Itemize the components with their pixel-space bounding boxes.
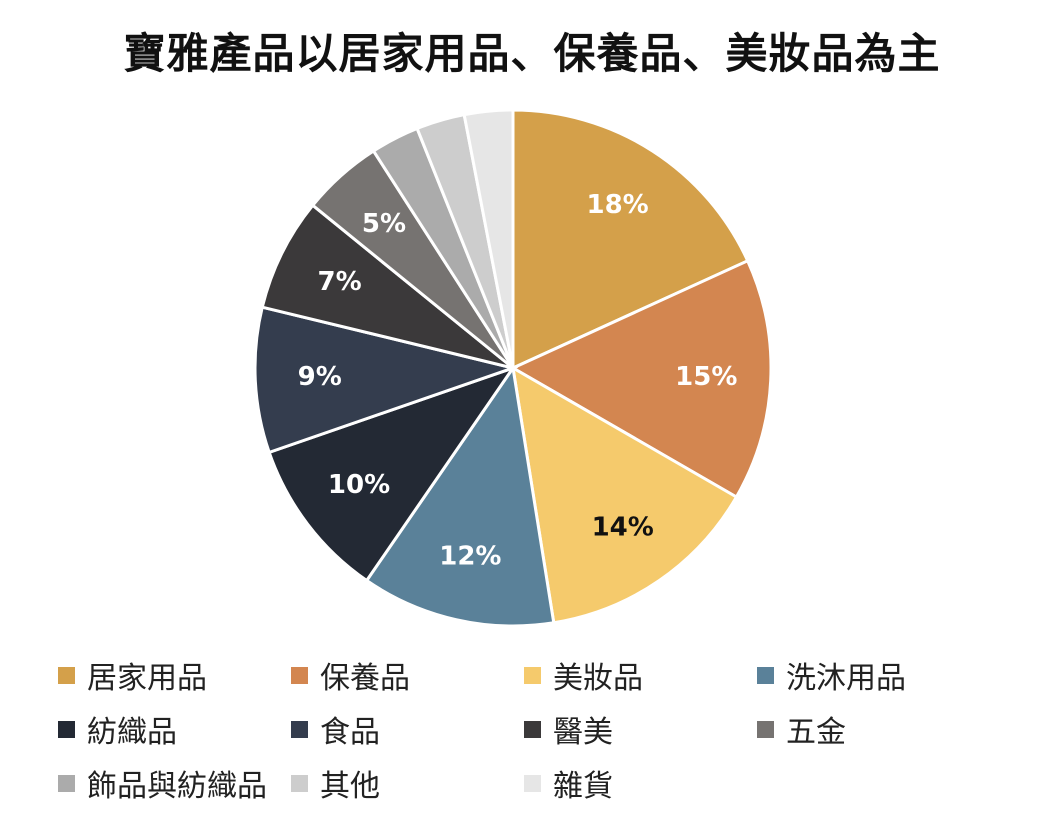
legend-label: 紡織品 xyxy=(87,715,177,750)
legend-item-4: 洗沐用品 xyxy=(757,655,906,696)
pie-slices xyxy=(253,108,773,628)
legend-swatch xyxy=(757,666,774,684)
pie-slice-5 xyxy=(267,365,517,583)
data-label-5: 10% xyxy=(328,470,390,500)
chart-title: 寶雅產品以居家用品、保養品、美妝品為主 xyxy=(123,29,941,78)
legend-label: 食品 xyxy=(320,715,380,750)
legend-label: 雜貨 xyxy=(553,769,613,804)
legend-swatch xyxy=(524,720,541,738)
data-label-3: 14% xyxy=(592,512,654,542)
data-label-8: 5% xyxy=(362,209,406,239)
legend-item-9: 飾品與紡織品 xyxy=(58,763,267,804)
legend-label: 居家用品 xyxy=(87,661,207,696)
pie-slice-2 xyxy=(509,258,773,500)
legend-swatch xyxy=(524,666,541,684)
legend-item-2: 保養品 xyxy=(291,655,410,696)
legend-swatch xyxy=(524,774,541,792)
legend-label: 飾品與紡織品 xyxy=(87,769,267,804)
data-label-4: 12% xyxy=(439,542,501,572)
pie-chart: 18% 15% 14% 12% 10% 9% 7%5% xyxy=(253,108,773,628)
legend-label: 其他 xyxy=(320,769,380,804)
legend-swatch xyxy=(58,720,75,738)
data-label-6: 9% xyxy=(298,362,342,392)
data-label-7: 7% xyxy=(318,267,362,297)
legend-label: 美妝品 xyxy=(553,661,643,696)
legend-item-10: 其他 xyxy=(291,763,380,804)
legend-swatch xyxy=(291,720,308,738)
legend-item-3: 美妝品 xyxy=(524,655,643,696)
legend-item-1: 居家用品 xyxy=(58,655,207,696)
pie-slice-7 xyxy=(260,203,514,370)
legend-item-11: 雜貨 xyxy=(524,763,613,804)
legend-item-5: 紡織品 xyxy=(58,709,177,750)
legend-label: 保養品 xyxy=(320,661,410,696)
data-label-1: 18% xyxy=(586,190,648,220)
legend-swatch xyxy=(291,774,308,792)
legend-label: 五金 xyxy=(786,715,846,750)
pie-slice-1 xyxy=(511,108,750,371)
legend-item-8: 五金 xyxy=(757,709,846,750)
legend-item-6: 食品 xyxy=(291,709,380,750)
pie-slice-4 xyxy=(364,364,556,628)
legend-item-7: 醫美 xyxy=(524,709,613,750)
pie-slice-3 xyxy=(511,365,739,625)
legend-swatch xyxy=(58,774,75,792)
pie-data-labels: 18% 15% 14% 12% 10% 9% 7%5% xyxy=(298,190,738,572)
pie-slice-11 xyxy=(462,108,515,369)
data-label-2: 15% xyxy=(675,362,737,392)
legend-swatch xyxy=(58,666,75,684)
pie-slice-6 xyxy=(253,305,519,455)
legend-label: 洗沐用品 xyxy=(786,661,906,696)
legend-swatch xyxy=(757,720,774,738)
legend-swatch xyxy=(291,666,308,684)
legend-label: 醫美 xyxy=(553,715,613,750)
